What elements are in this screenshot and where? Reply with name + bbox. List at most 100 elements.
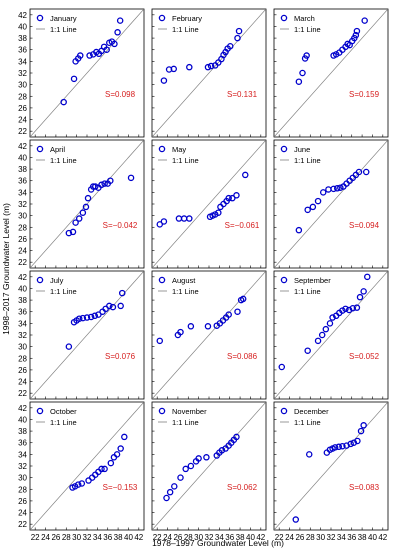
data-point (234, 308, 241, 315)
legend-line-label: 1:1 Line (172, 418, 199, 427)
data-point (83, 314, 91, 321)
data-point (114, 29, 121, 36)
legend-marker-icon (36, 14, 44, 22)
y-tick-label: 22 (18, 127, 27, 136)
y-tick-label: 42 (18, 11, 27, 20)
x-tick-label: 42 (256, 533, 265, 542)
data-point (352, 31, 360, 39)
y-tick-label: 38 (18, 296, 27, 305)
panel-december: 22 24 26 28 30 32 34 36 38 40 42 December 1:1 Line S=… (273, 401, 389, 542)
data-point (70, 75, 78, 83)
y-tick-label: 24 (18, 116, 27, 125)
x-tick-label: 32 (327, 533, 336, 542)
panel-august: August 1:1 Line S=0.086 (151, 270, 267, 400)
x-tick-label: 28 (306, 533, 315, 542)
slope-label: S=−0.153 (103, 483, 138, 492)
y-tick-label: 24 (18, 509, 27, 518)
y-tick-label: 38 (18, 165, 27, 174)
data-point (156, 221, 164, 228)
one-to-one-line (152, 402, 266, 530)
data-point (156, 337, 164, 345)
panel-february: February 1:1 Line S=0.131 (151, 8, 267, 138)
y-tick-label: 36 (18, 46, 27, 55)
data-point (309, 203, 317, 211)
data-point (353, 304, 361, 311)
data-point (166, 488, 174, 496)
one-to-one-line (30, 9, 144, 137)
legend-line-label: 1:1 Line (172, 25, 199, 34)
data-point (92, 183, 99, 190)
x-tick-label: 22 (153, 533, 162, 542)
legend-line-label: 1:1 Line (294, 25, 321, 34)
data-point (295, 78, 303, 85)
y-tick-label: 26 (18, 366, 27, 375)
data-point (234, 34, 241, 42)
data-point (187, 462, 195, 470)
y-tick-label: 32 (18, 200, 27, 209)
slope-label: S=0.094 (349, 221, 380, 230)
slope-label: S=0.098 (105, 90, 136, 99)
y-tick-label: 40 (18, 415, 27, 424)
data-point (350, 439, 358, 446)
data-point (160, 218, 168, 225)
data-point (163, 494, 170, 502)
data-point (218, 447, 226, 454)
data-point (186, 215, 193, 222)
legend-label: April (50, 145, 65, 154)
panel-september: September 1:1 Line S=0.052 (273, 270, 389, 400)
data-point (354, 437, 361, 445)
legend-label: September (294, 276, 331, 285)
data-point (353, 27, 361, 35)
data-point (235, 27, 243, 35)
legend-marker-icon (158, 276, 166, 284)
x-tick-label: 26 (295, 533, 304, 542)
y-axis-title: 1998–2017 Groundwater Level (m) (1, 203, 11, 335)
data-point (355, 168, 363, 176)
data-point (330, 185, 337, 193)
data-point (79, 209, 87, 216)
legend-marker-icon (280, 407, 288, 415)
data-point (187, 323, 195, 330)
y-tick-label: 36 (18, 439, 27, 448)
y-tick-label: 26 (18, 104, 27, 113)
panel-november: 22 24 26 28 30 32 34 36 38 40 42 November 1:1 Line S=… (151, 401, 267, 542)
one-to-one-line (274, 271, 388, 399)
legend-line-label: 1:1 Line (50, 156, 77, 165)
legend-label: October (50, 407, 77, 416)
data-point (75, 315, 83, 322)
slope-label: S=−0.042 (103, 221, 138, 230)
panel-july: 22 24 26 28 30 32 34 36 38 40 42 July 1:1 Line S=0.07… (18, 270, 145, 400)
data-point (113, 451, 121, 458)
y-tick-label: 32 (18, 331, 27, 340)
data-point (117, 445, 124, 452)
data-point (98, 181, 105, 189)
x-tick-label: 28 (62, 533, 71, 542)
slope-label: S=0.159 (349, 90, 380, 99)
x-tick-label: 42 (134, 533, 143, 542)
data-point (109, 303, 117, 311)
legend-line-label: 1:1 Line (172, 287, 199, 296)
x-tick-label: 24 (285, 533, 294, 542)
y-tick-label: 30 (18, 212, 27, 221)
data-point (72, 219, 79, 226)
data-point (314, 197, 322, 205)
data-point (225, 194, 232, 202)
legend-marker-icon (280, 14, 288, 22)
data-point (319, 189, 327, 196)
x-tick-label: 30 (316, 533, 325, 542)
one-to-one-line (274, 402, 388, 530)
data-point (103, 46, 110, 53)
data-point (322, 325, 330, 333)
y-tick-label: 28 (18, 92, 27, 101)
data-point (75, 215, 83, 222)
y-tick-label: 30 (18, 343, 27, 352)
y-tick-label: 30 (18, 474, 27, 483)
data-point (345, 306, 353, 314)
data-point (204, 63, 212, 71)
data-point (127, 174, 135, 182)
data-point (95, 311, 102, 318)
legend-line-label: 1:1 Line (294, 418, 321, 427)
x-tick-label: 22 (275, 533, 284, 542)
data-point (360, 288, 367, 295)
